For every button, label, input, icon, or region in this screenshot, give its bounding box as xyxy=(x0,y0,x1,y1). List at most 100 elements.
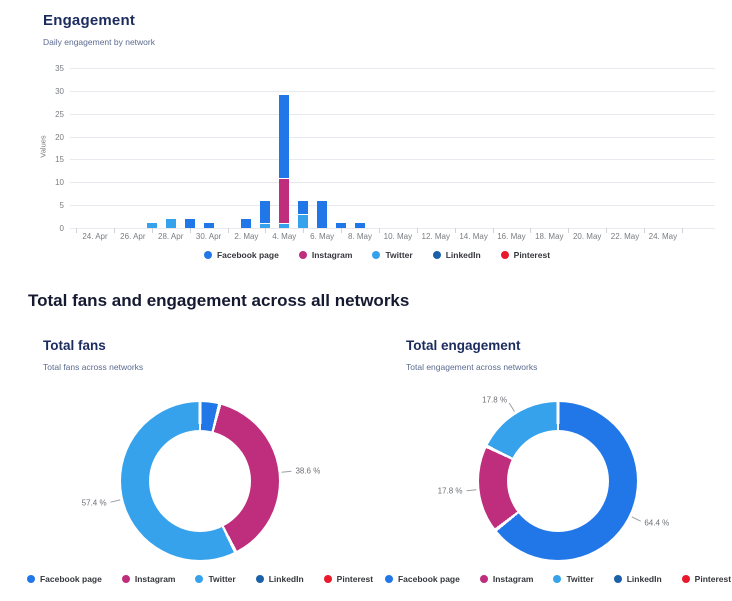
gridline xyxy=(70,90,715,92)
legend-label: Instagram xyxy=(492,574,534,584)
total-fans-donut-chart[interactable]: 38.6 % 57.4 % xyxy=(30,394,370,572)
bar-segment-twitter[interactable] xyxy=(298,214,309,228)
x-axis-tick-label: 16. May xyxy=(497,232,526,241)
y-axis-tick-label: 0 xyxy=(59,224,64,233)
y-axis-title: Values xyxy=(38,135,48,158)
y-axis-tick-label: 25 xyxy=(55,109,64,119)
engagement-bar-chart[interactable]: 0 5 10 15 20 25 30 35 Values 24. Apr 26. Apr 28. Ap… xyxy=(30,60,724,246)
legend-label: Facebook page xyxy=(39,574,102,584)
legend-item-facebook-page[interactable]: Facebook page xyxy=(203,250,279,260)
bar-segment-twitter[interactable] xyxy=(165,218,176,228)
bar-segment-facebook-page[interactable] xyxy=(184,218,195,228)
donut-hole xyxy=(507,430,609,532)
legend-dot-icon xyxy=(384,575,393,583)
legend-label: Instagram xyxy=(134,574,176,584)
legend-item-pinterest[interactable]: Pinterest xyxy=(500,250,550,260)
legend-label: Twitter xyxy=(208,574,236,584)
legend-label: Pinterest xyxy=(694,574,732,584)
bar-segment-facebook-page[interactable] xyxy=(203,223,214,228)
x-axis-tick xyxy=(568,228,570,233)
legend-dot-icon xyxy=(26,575,35,583)
bar-segment-facebook-page[interactable] xyxy=(298,200,309,216)
x-axis-tick xyxy=(76,228,78,233)
legend-label: Twitter xyxy=(566,574,594,584)
x-axis-tick-label: 24. Apr xyxy=(82,232,108,241)
y-axis-tick-label: 20 xyxy=(55,132,64,142)
gridline xyxy=(70,159,715,161)
total-engagement-donut-chart[interactable]: 64.4 % 17.8 % 17.8 % xyxy=(393,394,723,572)
legend-label: Pinterest xyxy=(336,574,374,584)
legend-item-linkedin[interactable]: LinkedIn xyxy=(432,250,481,260)
legend-item-linkedin[interactable]: LinkedIn xyxy=(255,574,304,584)
bar-segment-facebook-page[interactable] xyxy=(336,223,347,228)
x-axis-tick xyxy=(492,228,494,233)
legend-dot-icon xyxy=(195,575,204,583)
legend-dot-icon xyxy=(432,251,441,259)
bar-segment-twitter[interactable] xyxy=(260,223,271,228)
x-axis-tick-label: 26. Apr xyxy=(120,232,146,241)
x-axis-tick xyxy=(454,228,456,233)
x-axis-tick-label: 14. May xyxy=(459,232,488,241)
legend-dot-icon xyxy=(553,575,562,583)
legend-item-twitter[interactable]: Twitter xyxy=(195,574,236,584)
total-engagement-legend: Facebook page Instagram Twitter LinkedIn Pin… xyxy=(384,574,731,584)
legend-item-pinterest[interactable]: Pinterest xyxy=(323,574,374,584)
x-axis-tick xyxy=(265,228,267,233)
x-axis-tick-label: 22. May xyxy=(610,232,640,241)
total-engagement-card: Total engagement Total engagement across… xyxy=(384,330,731,595)
x-axis-tick-label: 30. Apr xyxy=(195,232,222,241)
donut-hole xyxy=(149,430,251,532)
bar-segment-facebook-page[interactable] xyxy=(260,200,271,225)
legend-item-twitter[interactable]: Twitter xyxy=(372,250,413,260)
bar-segment-twitter[interactable] xyxy=(279,223,290,228)
engagement-title: Engagement xyxy=(43,12,136,29)
x-axis-tick xyxy=(378,228,380,233)
x-axis-tick-label: 10. May xyxy=(383,232,413,241)
bar-segment-twitter[interactable] xyxy=(146,223,157,228)
bar-segment-facebook-page[interactable] xyxy=(279,95,290,179)
total-fans-title: Total fans xyxy=(43,338,106,353)
legend-item-facebook-page[interactable]: Facebook page xyxy=(26,574,102,584)
legend-item-instagram[interactable]: Instagram xyxy=(298,250,352,260)
legend-dot-icon xyxy=(681,575,690,583)
total-engagement-title: Total engagement xyxy=(406,338,521,353)
legend-dot-icon xyxy=(500,251,509,259)
x-axis-tick xyxy=(341,228,343,233)
bar-segment-instagram[interactable] xyxy=(279,177,290,225)
legend-label: Twitter xyxy=(385,250,413,260)
gridline xyxy=(70,68,715,69)
legend-item-linkedin[interactable]: LinkedIn xyxy=(613,574,662,584)
percent-label: 38.6 % xyxy=(295,466,321,476)
legend-dot-icon xyxy=(479,575,488,583)
y-axis-tick-label: 35 xyxy=(55,64,64,73)
legend-dot-icon xyxy=(372,251,381,259)
x-axis-tick xyxy=(530,228,532,233)
y-axis-tick-label: 15 xyxy=(55,155,64,165)
legend-item-instagram[interactable]: Instagram xyxy=(121,574,176,584)
bar-segment-facebook-page[interactable] xyxy=(241,218,252,228)
bar-segment-facebook-page[interactable] xyxy=(317,200,328,228)
percent-label: 17.8 % xyxy=(437,486,463,496)
x-axis-tick xyxy=(643,228,645,233)
y-axis-tick-label: 30 xyxy=(55,86,64,96)
x-axis-tick-label: 18. May xyxy=(535,232,564,241)
bar-segment-facebook-page[interactable] xyxy=(355,223,366,228)
percent-label: 64.4 % xyxy=(644,518,670,528)
x-axis-tick xyxy=(227,228,229,233)
engagement-legend: Facebook page Instagram Twitter LinkedIn Pin… xyxy=(30,250,724,260)
x-axis-tick-label: 2. May xyxy=(234,232,259,241)
legend-item-twitter[interactable]: Twitter xyxy=(553,574,594,584)
x-axis-tick-label: 12. May xyxy=(421,232,450,241)
x-axis-tick xyxy=(189,228,191,233)
legend-item-facebook-page[interactable]: Facebook page xyxy=(384,574,460,584)
percent-label: 17.8 % xyxy=(482,395,508,405)
engagement-section: Engagement Daily engagement by network 0… xyxy=(30,10,724,270)
legend-dot-icon xyxy=(255,575,264,583)
total-fans-legend: Facebook page Instagram Twitter LinkedIn Pin… xyxy=(26,574,374,584)
legend-item-instagram[interactable]: Instagram xyxy=(479,574,534,584)
legend-label: LinkedIn xyxy=(626,574,662,584)
legend-label: LinkedIn xyxy=(445,250,481,260)
percent-label: 57.4 % xyxy=(81,498,107,508)
legend-item-pinterest[interactable]: Pinterest xyxy=(681,574,732,584)
